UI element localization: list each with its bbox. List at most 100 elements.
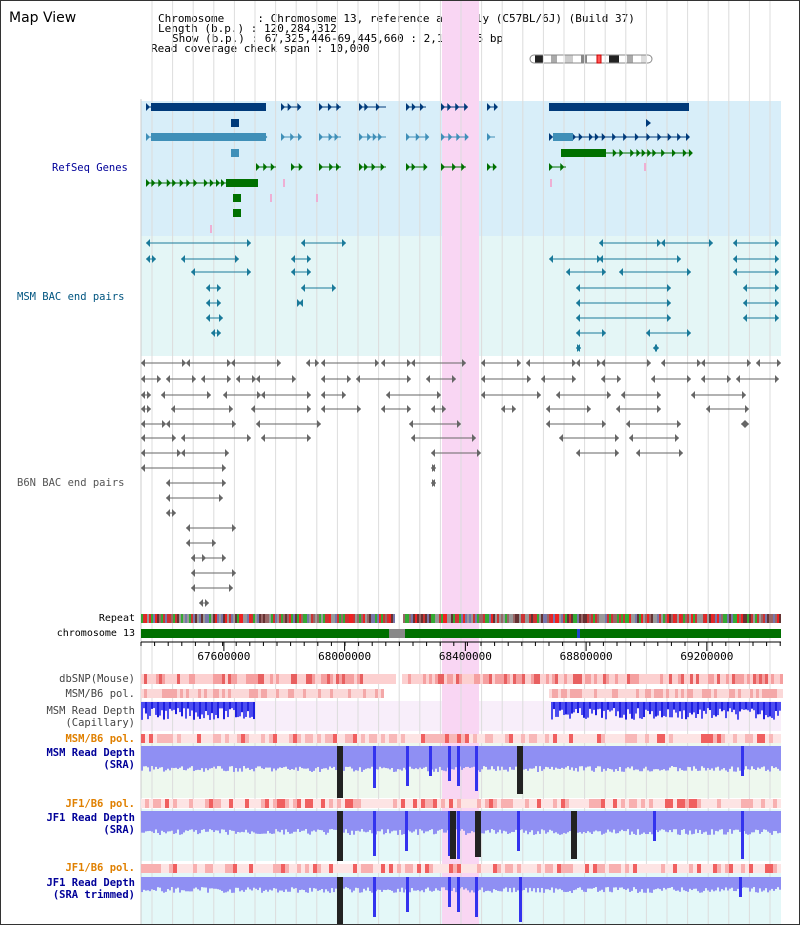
dbsnp-density bbox=[615, 674, 618, 684]
refseq-gene-exon bbox=[634, 133, 639, 141]
jf1-b6-pol-density bbox=[773, 799, 777, 808]
chromosome-ideogram[interactable] bbox=[529, 53, 655, 65]
msm-capillary-depth bbox=[243, 702, 245, 719]
refseq-gene-block bbox=[231, 119, 239, 127]
refseq-gene-exon bbox=[327, 103, 332, 111]
jf1-sra-depth bbox=[779, 811, 781, 833]
jf1-sra-depth bbox=[769, 811, 771, 833]
refseq-gene-exon bbox=[487, 163, 491, 171]
jf1-b6-pol2-density bbox=[389, 864, 393, 873]
jf1-trim-depth bbox=[147, 877, 149, 891]
b6n-bac-pair-end bbox=[407, 359, 411, 367]
dbsnp-density bbox=[459, 674, 462, 684]
jf1-sra-depth bbox=[163, 811, 165, 833]
refseq-gene-exon bbox=[487, 133, 491, 141]
b6n-bac-pair-end bbox=[231, 359, 235, 367]
jf1-sra-depth bbox=[529, 811, 531, 833]
jf1-sra-depth bbox=[275, 811, 277, 830]
msm-b6-pol2-density bbox=[309, 734, 313, 743]
msm-bac-pair-end bbox=[307, 268, 311, 276]
jf1-b6-pol-density bbox=[525, 799, 529, 808]
msm-b6-pol2-density bbox=[325, 734, 329, 743]
jf1-trim-depth bbox=[743, 877, 745, 888]
repeat-element bbox=[597, 614, 599, 623]
msm-sra-depth bbox=[249, 746, 251, 770]
jf1-trim-depth bbox=[735, 877, 737, 892]
jf1-sra-depth bbox=[547, 811, 549, 833]
jf1-trim-depth bbox=[345, 877, 347, 888]
dbsnp-density bbox=[294, 674, 297, 684]
msm-sra-depth bbox=[369, 746, 371, 769]
msm-bac-pair-end bbox=[181, 255, 185, 263]
jf1-sra-depth bbox=[685, 811, 687, 834]
msm-b6-pol-density bbox=[573, 689, 576, 698]
jf1-trim-depth bbox=[395, 877, 397, 893]
repeat-element bbox=[661, 614, 663, 623]
msm-b6-pol2-density bbox=[765, 734, 769, 743]
repeat-element bbox=[757, 614, 759, 623]
jf1-b6-pol2-density bbox=[193, 864, 197, 873]
jf1-sra-depth bbox=[745, 811, 747, 834]
jf1-sra-depth bbox=[309, 811, 311, 835]
repeat-element bbox=[239, 614, 241, 623]
msm-b6-pol2-density bbox=[217, 734, 221, 743]
msm-sra-depth bbox=[371, 746, 373, 767]
msm-b6-pol-density bbox=[321, 689, 324, 698]
msm-sra-depth bbox=[559, 746, 561, 770]
msm-capillary-depth bbox=[141, 702, 143, 720]
jf1-sra-depth bbox=[763, 811, 765, 830]
b6n-bac-pair-end bbox=[277, 359, 281, 367]
jf1-trim-depth bbox=[635, 877, 637, 890]
msm-sra-depth bbox=[577, 746, 579, 772]
msm-sra-depth bbox=[367, 746, 369, 769]
msm-sra-depth-peak bbox=[448, 746, 451, 781]
jf1-b6-pol2-density bbox=[417, 864, 421, 873]
msm-b6-pol2-density bbox=[737, 734, 741, 743]
jf1-b6-pol-density bbox=[257, 799, 261, 808]
jf1-sra-depth bbox=[421, 811, 423, 831]
repeat-element bbox=[289, 614, 291, 623]
repeat-element bbox=[453, 614, 455, 623]
jf1-sra-depth-peak bbox=[450, 811, 456, 859]
jf1-sra-depth bbox=[613, 811, 615, 830]
jf1-sra-depth bbox=[377, 811, 379, 832]
jf1-trim-depth bbox=[535, 877, 537, 893]
jf1-trim-depth bbox=[649, 877, 651, 893]
jf1-b6-pol2-density bbox=[153, 864, 157, 873]
jf1-trim-depth bbox=[523, 877, 525, 891]
msm-capillary-depth bbox=[579, 702, 581, 709]
jf1-b6-pol2-density bbox=[325, 864, 329, 873]
msm-capillary-depth bbox=[603, 702, 605, 711]
dbsnp-density bbox=[546, 674, 549, 684]
jf1-sra-depth bbox=[669, 811, 671, 831]
msm-sra-depth bbox=[775, 746, 777, 768]
repeat-element bbox=[557, 614, 559, 623]
msm-capillary-depth bbox=[231, 702, 233, 709]
msm-sra-depth bbox=[513, 746, 515, 770]
jf1-b6-pol2-density bbox=[465, 864, 469, 873]
jf1-sra-depth bbox=[545, 811, 547, 834]
msm-capillary-depth bbox=[625, 702, 627, 720]
msm-b6-pol2-density bbox=[437, 734, 441, 743]
jf1-sra-depth bbox=[351, 811, 353, 831]
dbsnp-density bbox=[735, 674, 738, 684]
refseq-gene-exon bbox=[461, 163, 466, 171]
jf1-b6-pol2-density bbox=[273, 864, 277, 873]
jf1-b6-pol2-density bbox=[557, 864, 561, 873]
msm-capillary-depth bbox=[655, 702, 657, 717]
refseq-gene-exon bbox=[667, 133, 672, 141]
jf1-trim-depth bbox=[397, 877, 399, 889]
jf1-trim-depth bbox=[215, 877, 217, 889]
dbsnp-density bbox=[480, 674, 483, 684]
b6n-bac-pair-end bbox=[257, 391, 261, 399]
jf1-b6-pol2-density bbox=[165, 864, 169, 873]
jf1-sra-depth bbox=[481, 811, 483, 834]
jf1-trim-depth bbox=[525, 877, 527, 888]
jf1-b6-pol2-density bbox=[605, 864, 609, 873]
msm-sra-depth bbox=[379, 746, 381, 767]
repeat-element bbox=[585, 614, 587, 623]
jf1-b6-pol2-density bbox=[361, 864, 365, 873]
msm-bac-pair-end bbox=[677, 255, 681, 263]
msm-read-depth-sra-sublabel: (SRA) bbox=[103, 759, 135, 771]
